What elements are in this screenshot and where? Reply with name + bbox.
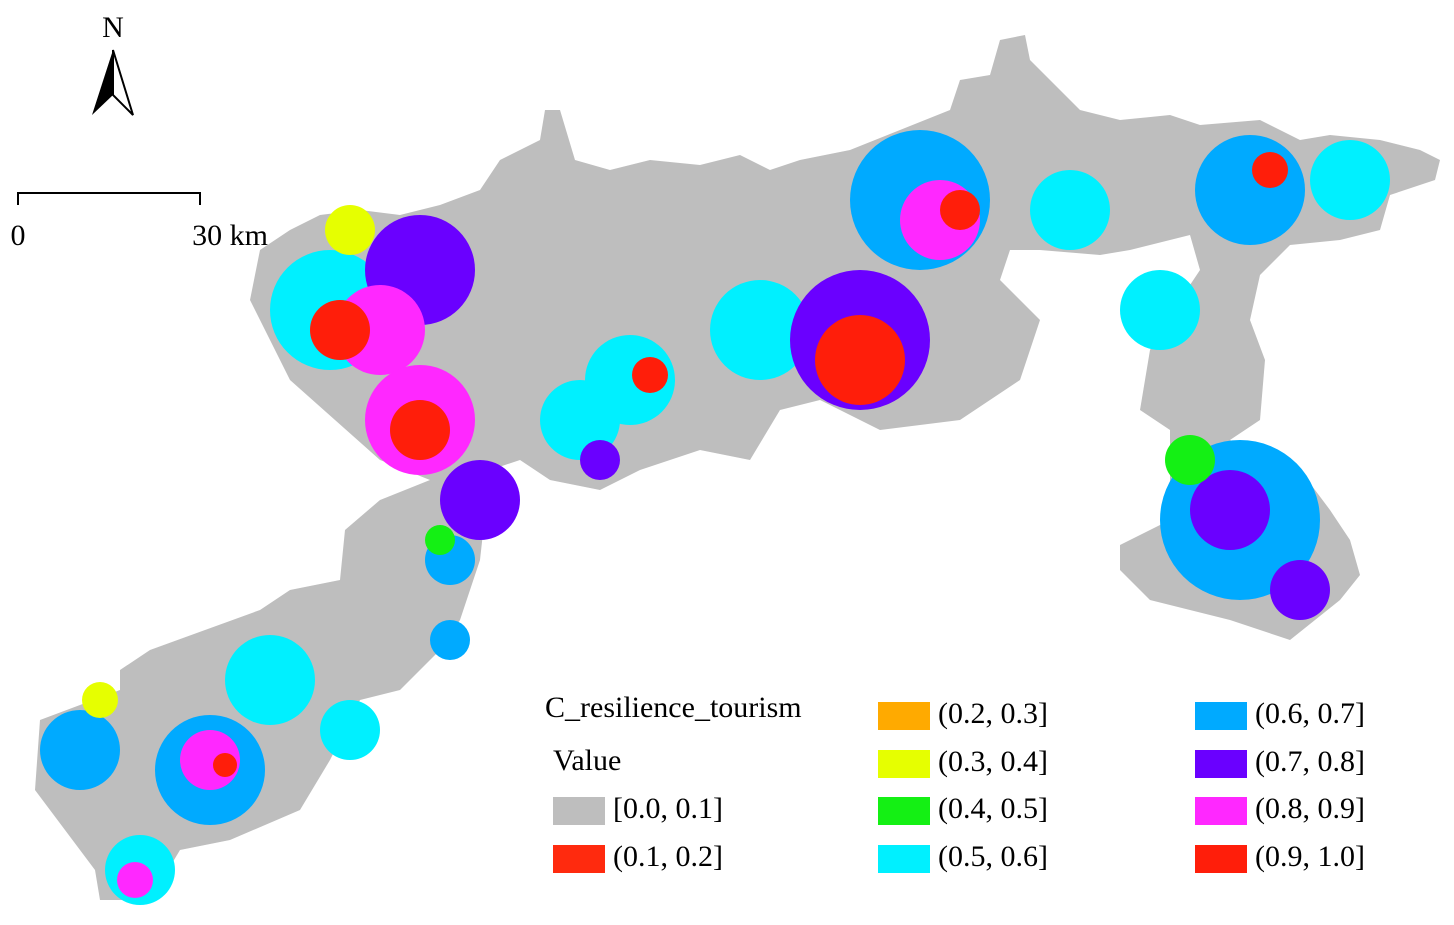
scale-line (17, 192, 201, 205)
zone (1165, 435, 1215, 485)
zone (430, 620, 470, 660)
legend-label: (0.6, 0.7] (1255, 697, 1365, 730)
arrow-left (92, 50, 113, 115)
legend-swatch (878, 797, 930, 825)
north-arrow: N (92, 11, 134, 116)
zone (580, 440, 620, 480)
legend-swatch (878, 750, 930, 778)
scale-bar: 0 30 km (11, 192, 268, 252)
zone (940, 190, 980, 230)
legend-swatch (553, 797, 605, 825)
legend-swatch (1195, 845, 1247, 873)
zone (40, 710, 120, 790)
legend-label: (0.9, 1.0] (1255, 840, 1365, 873)
legend: C_resilience_tourism Value [0.0, 0.1] (0.… (545, 691, 1365, 873)
zone (440, 460, 520, 540)
legend-label: (0.5, 0.6] (938, 840, 1048, 873)
zone (1120, 270, 1200, 350)
legend-title: C_resilience_tourism (545, 691, 802, 724)
legend-swatch (1195, 750, 1247, 778)
legend-swatch (878, 845, 930, 873)
zone (1310, 140, 1390, 220)
zone (1270, 560, 1330, 620)
scale-end: 30 km (192, 219, 268, 252)
zone (225, 635, 315, 725)
scale-start: 0 (11, 219, 26, 252)
zone (425, 525, 455, 555)
zone (310, 300, 370, 360)
legend-label: (0.3, 0.4] (938, 745, 1048, 778)
arrow-right (112, 49, 134, 116)
legend-swatch (1195, 797, 1247, 825)
zone (1030, 170, 1110, 250)
zone (815, 315, 905, 405)
zone (632, 357, 668, 393)
legend-label: (0.8, 0.9] (1255, 792, 1365, 825)
legend-swatch (878, 702, 930, 730)
legend-swatch (553, 845, 605, 873)
zone (390, 400, 450, 460)
zone (1190, 470, 1270, 550)
legend-label: (0.2, 0.3] (938, 697, 1048, 730)
zone (710, 280, 810, 380)
zone (325, 205, 375, 255)
legend-label: (0.1, 0.2] (613, 840, 723, 873)
resilience-zones (40, 130, 1390, 905)
north-label: N (102, 11, 124, 44)
legend-label: (0.4, 0.5] (938, 792, 1048, 825)
zone (320, 700, 380, 760)
legend-subtitle: Value (553, 744, 621, 777)
legend-label: [0.0, 0.1] (613, 792, 723, 825)
legend-swatch (1195, 702, 1247, 730)
zone (213, 753, 237, 777)
zone (1195, 135, 1305, 245)
zone (1252, 152, 1288, 188)
zone (117, 862, 153, 898)
legend-label: (0.7, 0.8] (1255, 745, 1365, 778)
zone (82, 682, 118, 718)
